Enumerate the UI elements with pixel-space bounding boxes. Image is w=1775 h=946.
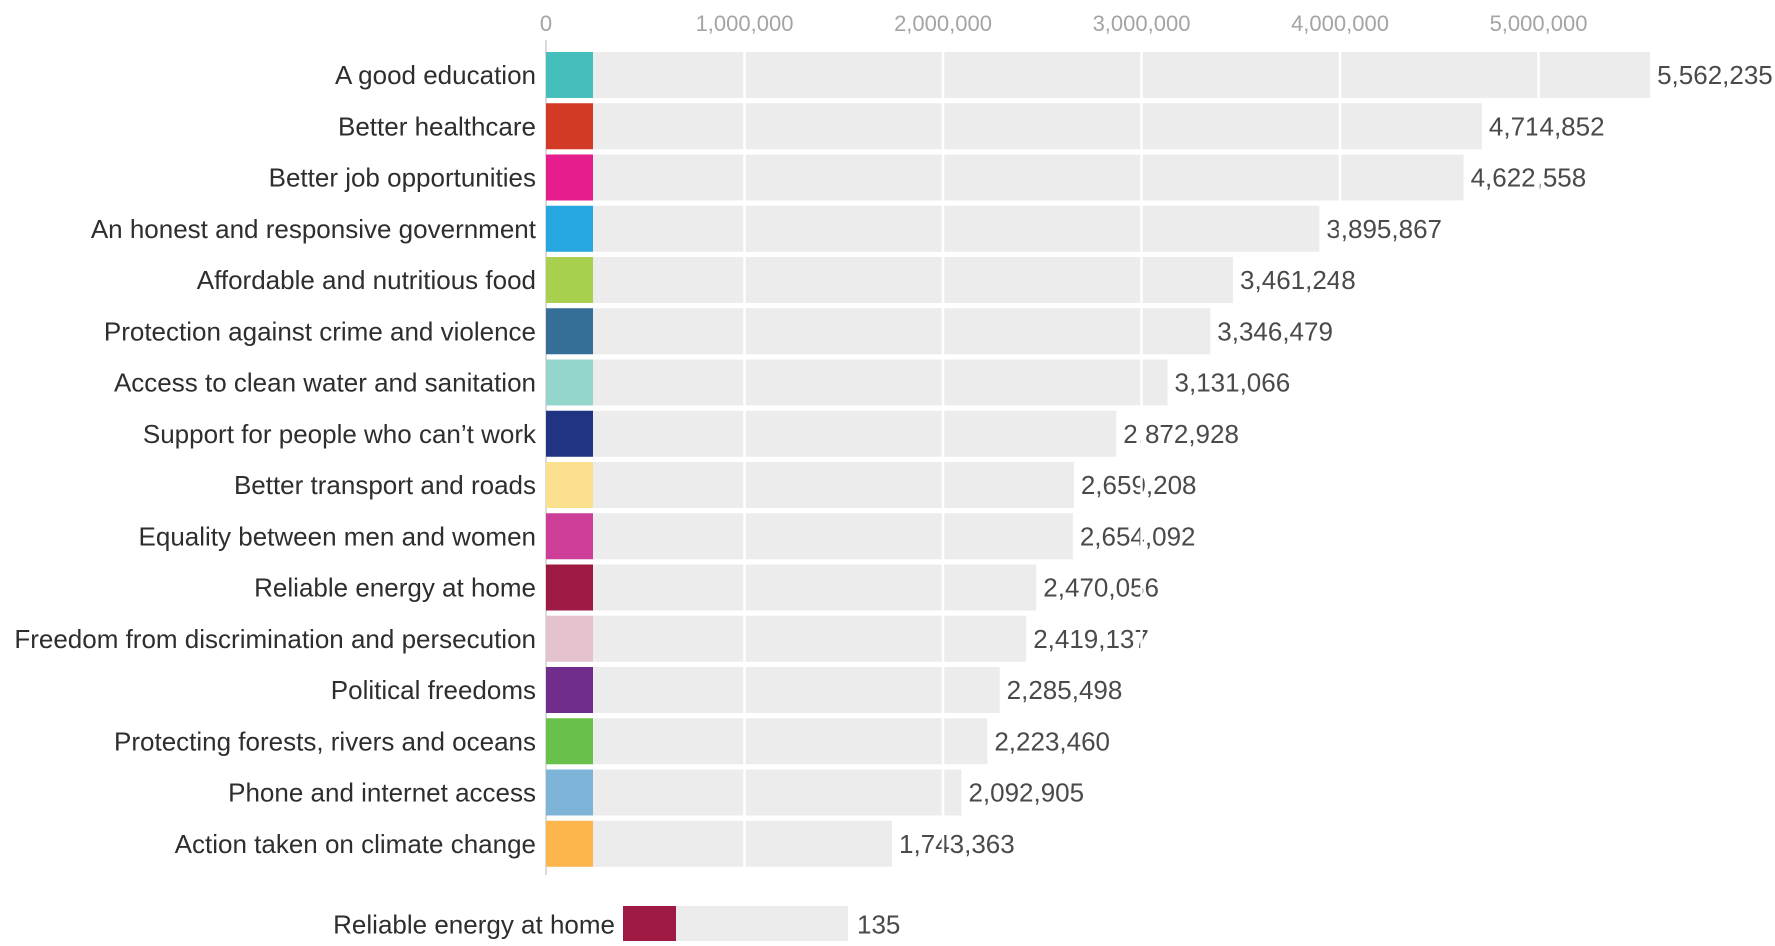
bar-row: A good education 5,562,235 [335, 52, 1773, 98]
bar-row: Equality between men and women 2,654,092 [139, 513, 1196, 560]
bar [546, 410, 1117, 457]
bar-color-swatch [546, 359, 593, 406]
bar-row: Support for people who can’t work 2,872,9… [143, 410, 1239, 457]
category-label: Protecting forests, rivers and oceans [114, 726, 536, 756]
category-label: Action taken on climate change [175, 829, 536, 859]
bar-color-swatch [546, 615, 593, 662]
data-label: 4,714,852 [1489, 111, 1605, 141]
bar [546, 718, 988, 765]
bar-color-swatch [546, 52, 593, 98]
bar-color-swatch [546, 154, 593, 201]
category-label: Better transport and roads [234, 470, 536, 500]
bar [546, 769, 962, 816]
category-label: Access to clean water and sanitation [114, 368, 536, 398]
secondary-bar-color-swatch [623, 906, 676, 941]
bar [546, 154, 1464, 201]
x-tick-label: 1,000,000 [696, 11, 794, 36]
category-label: Political freedoms [331, 675, 536, 705]
category-label: Equality between men and women [139, 521, 536, 551]
bar-color-swatch [546, 257, 593, 303]
bar-row: Access to clean water and sanitation 3,13… [114, 359, 1291, 406]
bar [546, 205, 1320, 252]
category-label: Phone and internet access [228, 778, 536, 808]
secondary-category-label: Reliable energy at home [333, 910, 615, 940]
data-label: 2,419,137 [1033, 624, 1149, 654]
axis-ticks: 0 1,000,000 2,000,000 3,000,000 4,000,000 5,0… [540, 11, 1588, 36]
x-tick-label: 2,000,000 [894, 11, 992, 36]
bar [546, 103, 1482, 150]
x-tick-label: 0 [540, 11, 552, 36]
bar [546, 513, 1073, 560]
data-label: 3,461,248 [1240, 265, 1356, 295]
data-label: 2,285,498 [1007, 675, 1123, 705]
data-label: 3,346,479 [1217, 316, 1333, 346]
bar-color-swatch [546, 564, 593, 611]
x-tick-label: 3,000,000 [1093, 11, 1191, 36]
bar-row: Freedom from discrimination and persecut… [14, 615, 1149, 662]
bar-row: Protection against crime and violence 3,3… [104, 308, 1333, 355]
category-label: A good education [335, 60, 536, 90]
bar-row: Reliable energy at home 2,470,056 [254, 564, 1159, 611]
data-label: 5,562,235 [1657, 60, 1773, 90]
bar-color-swatch [546, 769, 593, 816]
bar [546, 359, 1168, 406]
bar-row: Better job opportunities 4,622,558 [269, 154, 1587, 201]
category-label: Protection against crime and violence [104, 316, 536, 346]
bar-color-swatch [546, 205, 593, 252]
bar-row: An honest and responsive government 3,895… [91, 205, 1442, 252]
bar-color-swatch [546, 718, 593, 765]
secondary-data-label: 135 [857, 910, 900, 940]
bars: A good education 5,562,235 Better healthca… [14, 40, 1773, 875]
bar [546, 564, 1037, 611]
bar [546, 52, 1651, 98]
data-label: 3,131,066 [1175, 368, 1291, 398]
bar-row: Action taken on climate change 1,743,363 [175, 820, 1015, 867]
data-label: 2,659,208 [1081, 470, 1197, 500]
x-tick-label: 4,000,000 [1291, 11, 1389, 36]
bar [546, 462, 1074, 508]
bar-color-swatch [546, 820, 593, 867]
data-label: 4,622,558 [1471, 163, 1587, 193]
bar-row: Phone and internet access 2,092,905 [228, 769, 1084, 816]
data-label: 2,223,460 [994, 726, 1110, 756]
bar-color-swatch [546, 308, 593, 355]
bar [546, 308, 1211, 355]
bar [546, 820, 893, 867]
data-label: 2,654,092 [1080, 521, 1196, 551]
x-tick-label: 5,000,000 [1490, 11, 1588, 36]
category-label: Support for people who can’t work [143, 419, 537, 449]
category-label: Freedom from discrimination and persecut… [14, 624, 536, 654]
bar-row: Better transport and roads 2,659,208 [234, 462, 1197, 508]
bar-row: Affordable and nutritious food 3,461,248 [197, 257, 1356, 303]
category-label: An honest and responsive government [91, 214, 537, 244]
data-label: 3,895,867 [1326, 214, 1442, 244]
category-label: Better job opportunities [269, 163, 536, 193]
bar-row: Better healthcare 4,714,852 [338, 103, 1605, 150]
bar [546, 667, 1000, 713]
bar [546, 257, 1234, 303]
bar-color-swatch [546, 513, 593, 560]
bar-color-swatch [546, 462, 593, 508]
data-label: 2,470,056 [1043, 573, 1159, 603]
category-label: Affordable and nutritious food [197, 265, 536, 295]
data-label: 2,092,905 [968, 778, 1084, 808]
category-label: Better healthcare [338, 111, 536, 141]
secondary-bar-group: Reliable energy at home 135 [333, 906, 900, 941]
bar-color-swatch [546, 103, 593, 150]
bar-color-swatch [546, 667, 593, 713]
bar-color-swatch [546, 410, 593, 457]
bar [546, 615, 1027, 662]
category-label: Reliable energy at home [254, 573, 536, 603]
bar-row: Political freedoms 2,285,498 [331, 667, 1123, 713]
bar-row: Protecting forests, rivers and oceans 2,2… [114, 718, 1110, 765]
data-label: 1,743,363 [899, 829, 1015, 859]
